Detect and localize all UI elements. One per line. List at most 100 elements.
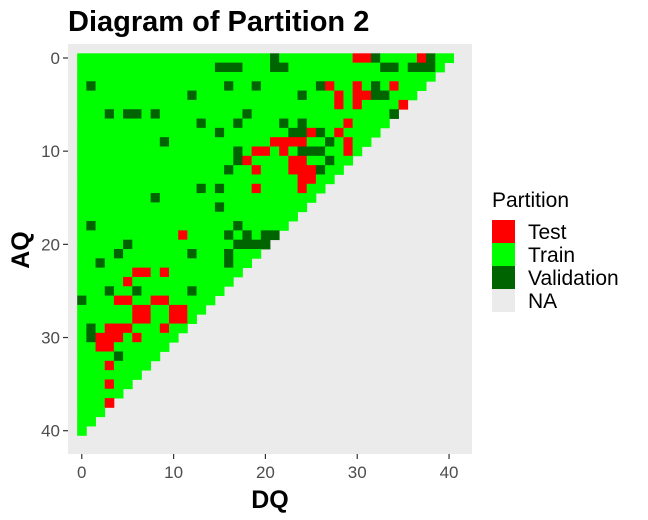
cell-train (260, 174, 271, 185)
cell-train (113, 258, 124, 269)
cell-train (113, 239, 124, 250)
cell-train (251, 62, 262, 73)
y-axis: 0 10 20 30 40 (41, 49, 68, 441)
cell-train (361, 71, 372, 82)
cell-train (205, 53, 216, 64)
cell-train (86, 53, 96, 64)
cell-train (150, 155, 161, 166)
cell-train (169, 81, 179, 91)
cell-test (297, 174, 308, 185)
cell-train (123, 370, 133, 380)
cell-train (113, 370, 124, 380)
cell-train (214, 249, 225, 259)
cell-validation (279, 62, 289, 73)
cell-test (343, 137, 354, 147)
cell-validation (196, 183, 207, 194)
cell-train (86, 249, 96, 259)
cell-train (196, 221, 207, 231)
cell-train (214, 137, 225, 147)
cell-train (123, 258, 133, 269)
cell-train (77, 99, 87, 110)
cell-train (187, 118, 197, 129)
cell-train (435, 62, 445, 73)
cell-train (150, 118, 161, 129)
cell-validation (242, 230, 253, 241)
cell-train (214, 193, 225, 203)
cell-train (178, 53, 188, 64)
cell-train (86, 314, 96, 324)
cell-train (315, 90, 326, 101)
cell-validation (407, 62, 418, 73)
cell-train (169, 202, 179, 213)
cell-train (251, 53, 262, 64)
cell-train (187, 193, 197, 203)
cell-train (150, 53, 161, 64)
cell-train (315, 137, 326, 147)
cell-train (150, 137, 161, 147)
cell-validation (371, 53, 381, 64)
cell-test (306, 165, 317, 175)
cell-train (159, 62, 170, 73)
cell-train (150, 258, 161, 269)
cell-train (315, 183, 326, 194)
cell-train (251, 118, 262, 129)
cell-validation (389, 109, 399, 119)
cell-train (306, 193, 317, 203)
cell-train (205, 183, 216, 194)
cell-train (297, 71, 308, 82)
cell-train (141, 71, 152, 82)
cell-train (270, 90, 280, 101)
cell-train (86, 295, 96, 306)
cell-train (288, 183, 298, 194)
cell-train (251, 137, 262, 147)
cell-train (178, 81, 188, 91)
cell-train (113, 146, 124, 157)
cell-train (242, 62, 253, 73)
cell-train (86, 230, 96, 241)
cell-train (159, 53, 170, 64)
cell-train (123, 118, 133, 129)
cell-train (150, 81, 161, 91)
legend-label-test: Test (528, 221, 567, 244)
cell-train (86, 118, 96, 129)
cell-validation (242, 109, 253, 119)
cell-train (141, 332, 152, 343)
cell-train (251, 211, 262, 222)
cell-train (77, 351, 87, 362)
cell-train (233, 90, 243, 101)
cell-train (141, 286, 152, 296)
cell-train (159, 230, 170, 241)
cell-train (159, 332, 170, 343)
cell-train (187, 239, 197, 250)
cell-train (306, 137, 317, 147)
cell-test (169, 304, 179, 315)
cell-train (279, 90, 289, 101)
cell-train (288, 193, 298, 203)
cell-validation (150, 193, 161, 203)
cell-train (288, 109, 298, 119)
cell-train (270, 146, 280, 157)
cell-train (113, 90, 124, 101)
cell-train (297, 202, 308, 213)
cell-train (169, 249, 179, 259)
cell-train (214, 109, 225, 119)
cell-train (398, 62, 409, 73)
cell-train (205, 62, 216, 73)
cell-train (205, 230, 216, 241)
cell-train (224, 276, 234, 287)
cell-train (159, 165, 170, 175)
y-tick-label: 40 (41, 422, 60, 441)
cell-train (270, 81, 280, 91)
cell-train (361, 137, 372, 147)
cell-validation (416, 62, 427, 73)
cell-validation (113, 351, 124, 362)
x-axis: 0 10 20 30 40 (77, 454, 459, 482)
cell-train (178, 323, 188, 334)
cell-train (159, 109, 170, 119)
cell-validation (270, 62, 280, 73)
cell-train (113, 202, 124, 213)
cell-train (334, 62, 344, 73)
cell-train (77, 323, 87, 334)
cell-train (279, 165, 289, 175)
